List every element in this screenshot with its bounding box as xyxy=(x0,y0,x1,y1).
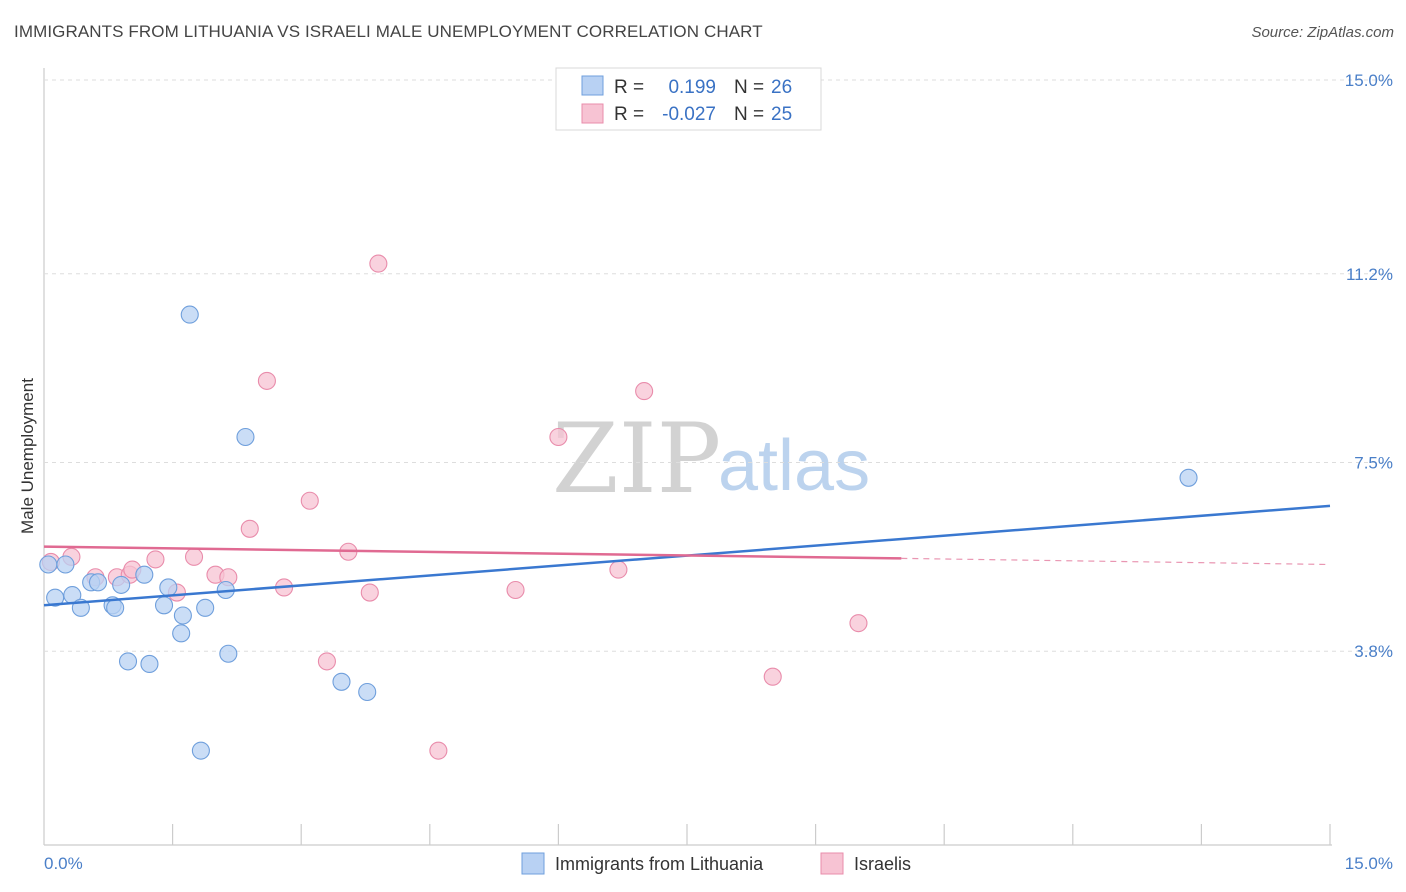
israelis-point xyxy=(763,667,782,686)
lithuania-point xyxy=(106,598,125,617)
lithuania-point xyxy=(180,305,199,324)
lithuania-point xyxy=(159,578,178,597)
legend-n-label-2: N = xyxy=(734,104,764,125)
y-tick-label: 11.2% xyxy=(1346,265,1393,284)
legend-swatch-lithuania xyxy=(581,75,604,96)
chart-title: IMMIGRANTS FROM LITHUANIA VS ISRAELI MAL… xyxy=(14,22,763,41)
legend-n-value-1: 26 xyxy=(771,77,792,98)
gridlines xyxy=(44,79,1394,652)
israelis-point xyxy=(184,547,204,566)
lithuania-point xyxy=(118,652,138,671)
bottom-legend-swatch-israelis xyxy=(820,852,844,875)
legend-r-label-1: R = xyxy=(614,77,644,98)
legend-r-label-2: R = xyxy=(614,104,644,125)
x-ticks xyxy=(172,824,1331,845)
x-tick-label-max: 15.0% xyxy=(1345,854,1393,873)
bottom-legend-label-lithuania: Immigrants from Lithuania xyxy=(555,854,764,874)
y-tick-label: 7.5% xyxy=(1354,454,1393,473)
israelis-point xyxy=(849,614,868,633)
watermark-atlas: atlas xyxy=(718,426,870,506)
y-tick-label: 15.0% xyxy=(1345,71,1393,90)
lithuania-point xyxy=(112,575,131,594)
lithuania-point xyxy=(236,427,255,447)
israelis-point xyxy=(506,580,525,600)
israelis-point xyxy=(360,583,379,602)
trend-lines xyxy=(43,504,1331,607)
lithuania-point xyxy=(154,596,174,615)
series-lithuania-points xyxy=(39,305,1198,760)
lithuania-point xyxy=(173,606,192,625)
bottom-legend-label-israelis: Israelis xyxy=(854,854,911,874)
legend-r-value-1: 0.199 xyxy=(668,77,716,98)
israelis-point xyxy=(257,371,276,390)
series-israelis-points xyxy=(41,254,868,760)
israelis-point xyxy=(369,254,388,273)
y-tick-label: 3.8% xyxy=(1354,642,1393,661)
legend-n-value-2: 25 xyxy=(771,104,792,125)
watermark-zip: ZIP xyxy=(552,403,721,515)
y-tick-labels: 3.8% 7.5% 11.2% 15.0% xyxy=(1345,71,1393,661)
lithuania-point xyxy=(332,672,351,691)
israelis-point xyxy=(146,550,165,569)
israelis-point xyxy=(609,560,628,579)
legend-n-label-1: N = xyxy=(734,77,764,98)
trend-line-israelis-extension xyxy=(901,557,1331,566)
stats-legend: R = 0.199 N = 26 R = -0.027 N = 25 xyxy=(555,67,822,131)
lithuania-point xyxy=(172,624,191,643)
legend-r-value-2: -0.027 xyxy=(662,104,716,125)
israelis-point xyxy=(429,741,448,760)
israelis-point xyxy=(240,519,259,538)
lithuania-point xyxy=(219,644,238,663)
israelis-point xyxy=(635,382,654,401)
y-axis-label: Male Unemployment xyxy=(18,378,37,534)
legend-swatch-israelis xyxy=(581,103,604,124)
lithuania-point xyxy=(358,682,377,702)
israelis-point xyxy=(300,491,319,510)
lithuania-point xyxy=(196,598,215,617)
lithuania-point xyxy=(1179,468,1198,487)
lithuania-point xyxy=(191,741,210,760)
israelis-point xyxy=(549,427,568,447)
lithuania-point xyxy=(39,555,58,574)
lithuania-point xyxy=(140,654,159,674)
israelis-point xyxy=(317,652,336,671)
lithuania-point xyxy=(135,565,154,584)
source-label: Source: ZipAtlas.com xyxy=(1251,24,1394,41)
series-legend: Immigrants from Lithuania Israelis xyxy=(521,852,911,875)
lithuania-point xyxy=(88,573,108,592)
trend-line-israelis xyxy=(43,545,902,560)
x-tick-label-min: 0.0% xyxy=(44,854,83,873)
bottom-legend-swatch-lithuania xyxy=(521,852,545,875)
lithuania-point xyxy=(56,555,75,574)
